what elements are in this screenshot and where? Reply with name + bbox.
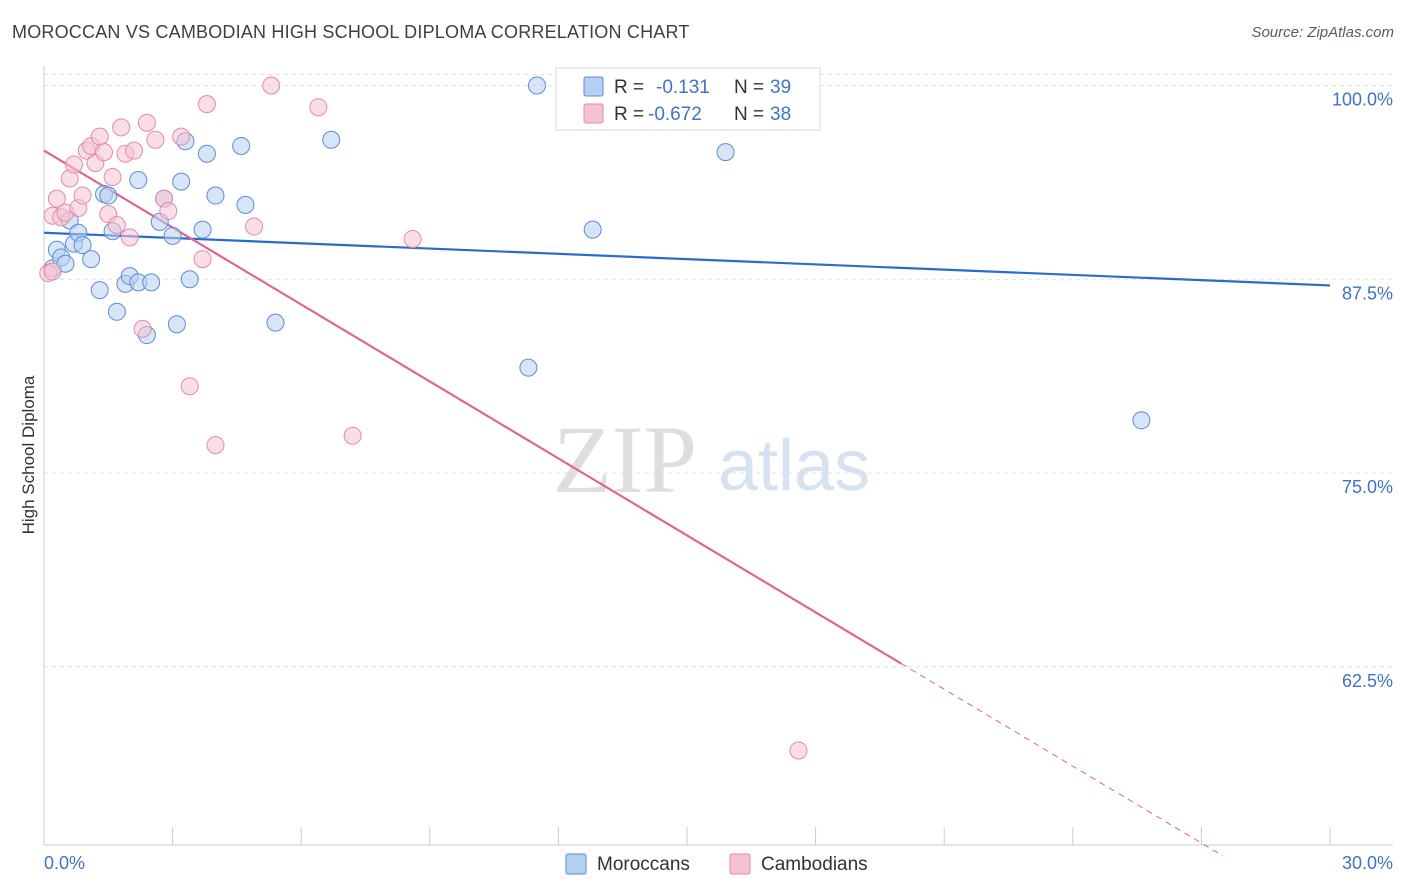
point-moroccans: [197, 144, 216, 163]
point-cambodians: [172, 127, 191, 146]
point-moroccans: [236, 195, 255, 214]
points-layer: [39, 76, 1151, 760]
chart-source: Source: ZipAtlas.com: [1251, 24, 1394, 41]
point-cambodians: [789, 741, 808, 760]
y-tick-label: 75.0%: [1342, 477, 1393, 497]
point-moroccans: [180, 270, 199, 289]
legend-swatch-moroccans: [583, 76, 604, 97]
point-cambodians: [120, 228, 139, 247]
bottom-legend-label-moroccans: Moroccans: [597, 854, 690, 875]
point-moroccans: [129, 171, 148, 190]
y-tick-label: 100.0%: [1332, 90, 1393, 110]
point-cambodians: [47, 189, 66, 208]
legend-n-label-2: N =: [734, 104, 764, 125]
point-moroccans: [73, 236, 92, 255]
legend-n-value-2: 38: [770, 104, 791, 125]
point-cambodians: [137, 113, 156, 132]
point-cambodians: [73, 186, 92, 205]
legend-n-label-1: N =: [734, 77, 764, 98]
bottom-legend-label-cambodians: Cambodians: [761, 854, 868, 875]
point-moroccans: [172, 172, 191, 191]
watermark-atlas: atlas: [718, 426, 870, 506]
axis-layer: 62.5% 75.0% 87.5% 100.0%: [43, 66, 1393, 846]
point-moroccans: [1132, 411, 1151, 430]
point-moroccans: [583, 220, 602, 239]
bottom-legend: Moroccans Cambodians: [565, 853, 868, 875]
point-moroccans: [193, 220, 212, 239]
point-cambodians: [309, 98, 328, 117]
point-moroccans: [82, 250, 101, 269]
point-cambodians: [146, 130, 165, 149]
point-cambodians: [90, 127, 109, 146]
y-tick-label: 62.5%: [1342, 671, 1393, 691]
trend-line-extension-cambodians: [901, 663, 1224, 857]
trend-layer: [43, 149, 1331, 857]
bottom-legend-swatch-cambodians: [729, 853, 751, 875]
trend-line-moroccans: [43, 231, 1331, 287]
point-cambodians: [65, 155, 84, 174]
point-moroccans: [167, 315, 186, 334]
point-cambodians: [403, 229, 422, 248]
point-cambodians: [107, 216, 126, 234]
legend-r-label-1: R =: [614, 77, 644, 98]
point-cambodians: [197, 95, 216, 114]
legend-r-value-1: -0.131: [656, 77, 710, 98]
point-cambodians: [193, 250, 212, 269]
y-axis-label: High School Diploma: [19, 375, 38, 534]
point-moroccans: [716, 143, 735, 162]
grid-layer: [44, 74, 1393, 668]
point-cambodians: [95, 143, 114, 162]
point-cambodians: [343, 426, 362, 445]
x-tick-label-max: 30.0%: [1342, 853, 1393, 873]
point-cambodians: [125, 141, 144, 160]
point-cambodians: [159, 202, 178, 221]
point-cambodians: [206, 436, 225, 455]
point-cambodians: [180, 377, 199, 396]
point-moroccans: [99, 186, 118, 205]
point-moroccans: [142, 273, 161, 292]
legend-box: R = -0.131 N = 39 R = -0.672 N = 38: [555, 67, 821, 131]
point-cambodians: [262, 76, 281, 95]
legend-r-label-2: R =: [614, 104, 644, 125]
point-cambodians: [103, 167, 122, 186]
point-moroccans: [519, 358, 538, 377]
legend-r-value-2: -0.672: [648, 104, 702, 125]
legend-swatch-cambodians: [583, 103, 604, 124]
point-cambodians: [133, 319, 152, 338]
point-moroccans: [107, 302, 126, 321]
watermark-zip: ZIP: [553, 406, 697, 513]
point-moroccans: [206, 186, 225, 205]
bottom-legend-swatch-moroccans: [565, 853, 587, 875]
trend-line-cambodians: [43, 149, 902, 665]
point-moroccans: [527, 76, 546, 95]
point-cambodians: [43, 262, 62, 281]
legend-n-value-1: 39: [770, 77, 791, 98]
point-cambodians: [112, 118, 131, 137]
point-moroccans: [322, 130, 341, 149]
point-moroccans: [90, 281, 109, 300]
point-cambodians: [245, 217, 264, 236]
point-moroccans: [163, 226, 182, 245]
x-tick-label-min: 0.0%: [44, 853, 85, 873]
y-tick-label: 87.5%: [1342, 283, 1393, 303]
chart-title: MOROCCAN VS CAMBODIAN HIGH SCHOOL DIPLOM…: [12, 22, 690, 42]
point-moroccans: [266, 313, 285, 332]
point-moroccans: [232, 136, 251, 155]
